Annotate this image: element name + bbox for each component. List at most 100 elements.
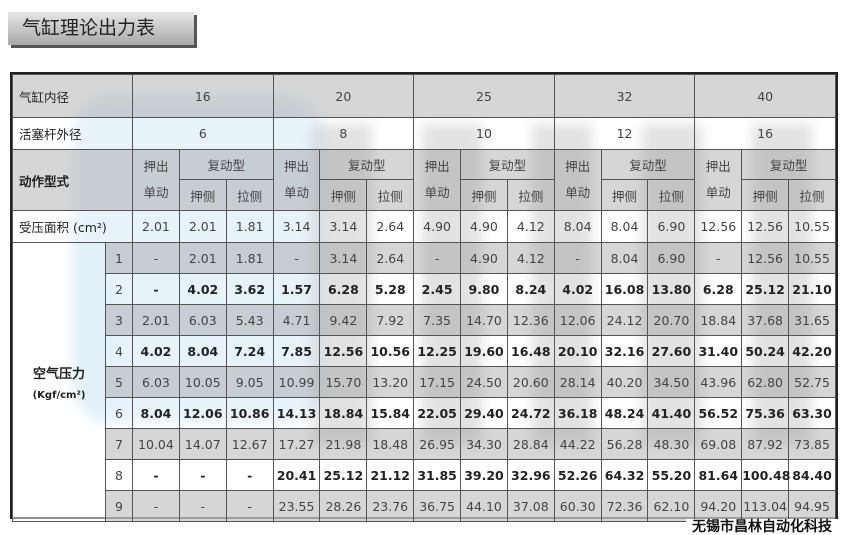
force-cell: 20.41 xyxy=(272,459,321,491)
force-cell: 62.80 xyxy=(741,366,790,398)
force-cell: 5.43 xyxy=(225,304,274,336)
force-table-frame: 气缸内径 16 20 25 32 40 活塞杆外径 6 8 10 12 16 动作型式 押出 单动 复动型押… xyxy=(10,72,838,522)
force-cell: 18.48 xyxy=(366,428,415,460)
pressure-value: 3 xyxy=(104,304,134,336)
pressure-row: 2-4.02 3.62 1.57 6.28 5.28 2.45 9.80 8.24 4.02 16… xyxy=(13,273,836,305)
force-cell: 100.48 xyxy=(741,459,790,491)
area-row: 受压面积 (cm²) 2.01 2.01 1.81 3.14 3.14 2.64 4.90 4.… xyxy=(11,210,836,243)
area-cell: 4.90 xyxy=(413,210,462,243)
force-cell: 39.20 xyxy=(460,459,508,491)
force-cell: 55.20 xyxy=(647,459,696,491)
area-cell: 3.14 xyxy=(272,210,321,243)
area-cell: 6.90 xyxy=(647,210,696,243)
force-cell: - xyxy=(413,242,462,274)
force-cell: 21.12 xyxy=(366,459,415,491)
force-cell: 32.16 xyxy=(600,335,649,367)
force-cell: 73.85 xyxy=(788,428,836,460)
force-cell: 4.71 xyxy=(272,304,321,336)
force-cell: 34.30 xyxy=(460,428,508,460)
force-cell: 69.08 xyxy=(694,428,743,460)
force-cell: 31.40 xyxy=(694,335,743,367)
pressure-row: 3 2.01 6.03 5.43 4.71 9.42 7.92 7.35 14.70 12.36 1… xyxy=(13,304,836,336)
force-cell: 6.03 xyxy=(178,304,227,336)
force-cell: 20.70 xyxy=(647,304,696,336)
area-cell: 4.90 xyxy=(460,210,508,243)
force-cell: 2.64 xyxy=(366,242,415,274)
pull-side-header: 拉侧 xyxy=(225,179,274,211)
force-cell: 9.42 xyxy=(319,304,368,336)
force-cell: - xyxy=(225,459,274,491)
force-cell: 6.28 xyxy=(319,273,368,305)
force-cell: 13.20 xyxy=(366,366,415,398)
rod-row: 活塞杆外径 6 8 10 12 16 xyxy=(11,117,836,150)
force-cell: 7.92 xyxy=(366,304,415,336)
force-cell: 14.70 xyxy=(460,304,508,336)
force-cell: 4.12 xyxy=(506,242,555,274)
force-cell: 52.26 xyxy=(553,459,602,491)
force-cell: 42.20 xyxy=(788,335,836,367)
pressure-row: 9- - -23.55 28.26 23.76 36.75 44.10 37.08 60.30 7… xyxy=(13,490,836,522)
force-cell: - xyxy=(694,242,743,274)
area-cell: 2.01 xyxy=(132,210,180,243)
force-cell: 12.06 xyxy=(178,397,227,429)
force-cell: 37.08 xyxy=(506,490,555,522)
force-cell: 72.36 xyxy=(600,490,649,522)
force-cell: 22.05 xyxy=(413,397,462,429)
bore-label: 气缸内径 xyxy=(11,74,134,118)
force-cell: 2.01 xyxy=(132,304,180,336)
force-cell: 5.28 xyxy=(366,273,415,305)
force-cell: 28.14 xyxy=(553,366,602,398)
force-cell: 29.40 xyxy=(460,397,508,429)
rod-value: 10 xyxy=(413,117,555,150)
force-cell: 3.62 xyxy=(225,273,274,305)
force-cell: 25.12 xyxy=(741,273,790,305)
force-cell: 20.10 xyxy=(553,335,602,367)
pull-side-header: 拉侧 xyxy=(506,179,555,211)
area-cell: 1.81 xyxy=(225,210,274,243)
push-side-header: 押侧 xyxy=(319,179,368,211)
pull-side-header: 拉侧 xyxy=(366,179,415,211)
bore-value: 16 xyxy=(132,74,274,118)
force-cell: - xyxy=(272,242,321,274)
force-cell: 2.45 xyxy=(413,273,462,305)
force-cell: 8.24 xyxy=(506,273,555,305)
force-cell: 12.56 xyxy=(319,335,368,367)
force-cell: 94.95 xyxy=(788,490,836,522)
force-cell: 17.27 xyxy=(272,428,321,460)
pressure-label-text: 空气压力 xyxy=(32,367,85,382)
single-acting-header: 押出 单动 xyxy=(132,149,180,211)
force-cell: 8.04 xyxy=(600,242,649,274)
force-cell: 10.99 xyxy=(272,366,321,398)
force-cell: 23.55 xyxy=(272,490,321,522)
force-cell: 20.60 xyxy=(506,366,555,398)
force-cell: - xyxy=(178,490,227,522)
force-cell: 31.65 xyxy=(788,304,836,336)
pressure-value: 8 xyxy=(104,459,134,491)
force-cell: 62.10 xyxy=(647,490,696,522)
area-cell: 10.55 xyxy=(788,210,836,243)
force-cell: 60.30 xyxy=(553,490,602,522)
force-cell: 12.56 xyxy=(741,242,790,274)
bore-value: 20 xyxy=(272,74,415,118)
single-acting-header: 押出 单动 xyxy=(694,149,743,211)
push-side-header: 押侧 xyxy=(460,179,508,211)
pressure-value: 5 xyxy=(104,366,134,398)
pressure-row: 7 10.04 14.07 12.67 17.27 21.98 18.48 26.95 34.3… xyxy=(13,428,836,460)
pull-side-header: 拉侧 xyxy=(647,179,696,211)
force-cell: 9.80 xyxy=(460,273,508,305)
force-cell: 43.96 xyxy=(694,366,743,398)
force-cell: - xyxy=(225,490,274,522)
force-cell: 36.18 xyxy=(553,397,602,429)
push-side-header: 押侧 xyxy=(600,179,649,211)
single-acting-header: 押出 单动 xyxy=(413,149,462,211)
action-subheader-row: 押侧 拉侧 押侧 拉侧 押侧 拉侧 押侧 拉侧 押侧 拉侧 xyxy=(13,179,836,211)
force-cell: 6.90 xyxy=(647,242,696,274)
force-cell: - xyxy=(553,242,602,274)
force-cell: 37.68 xyxy=(741,304,790,336)
force-cell: 21.10 xyxy=(788,273,836,305)
force-cell: 32.96 xyxy=(506,459,555,491)
force-cell: - xyxy=(132,490,180,522)
force-cell: 23.76 xyxy=(366,490,415,522)
force-cell: 12.25 xyxy=(413,335,462,367)
push-side-header: 押侧 xyxy=(178,179,227,211)
